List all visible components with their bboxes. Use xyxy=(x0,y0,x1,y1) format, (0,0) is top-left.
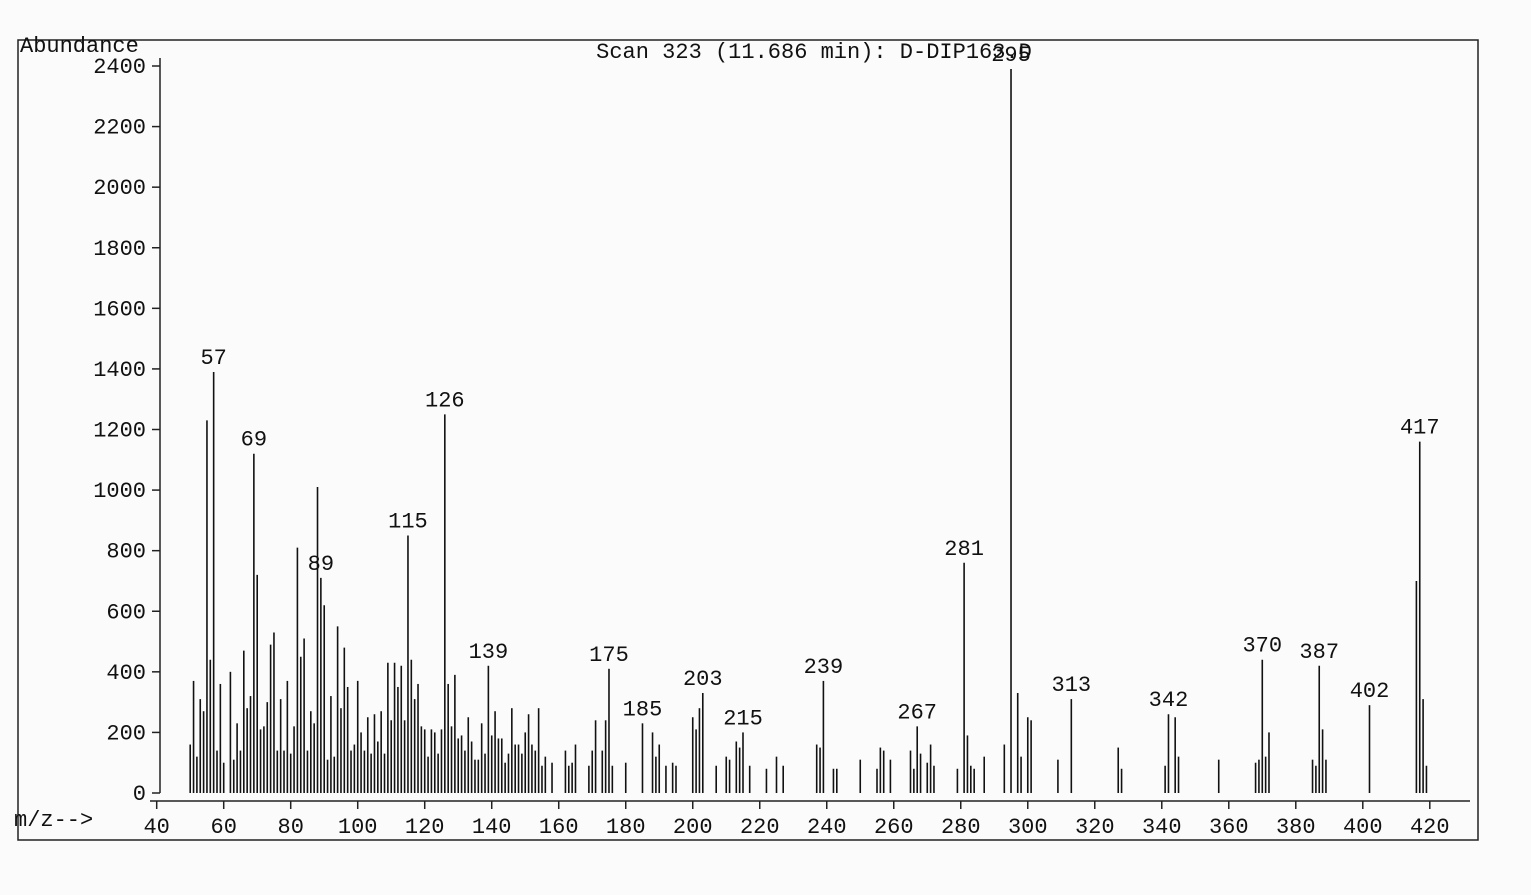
peak-label: 69 xyxy=(241,428,267,453)
x-tick-label: 140 xyxy=(472,815,512,840)
y-tick-label: 1600 xyxy=(93,297,146,322)
x-tick-label: 240 xyxy=(807,815,847,840)
y-tick-label: 2400 xyxy=(93,55,146,80)
y-tick-label: 1000 xyxy=(93,479,146,504)
x-tick-label: 260 xyxy=(874,815,914,840)
peak-label: 139 xyxy=(469,640,509,665)
y-tick-label: 800 xyxy=(106,540,146,565)
peak-label: 89 xyxy=(308,552,334,577)
x-tick-label: 200 xyxy=(673,815,713,840)
y-tick-label: 2000 xyxy=(93,176,146,201)
peak-label: 239 xyxy=(804,655,844,680)
x-tick-label: 80 xyxy=(278,815,304,840)
peak-label: 115 xyxy=(388,510,428,535)
x-tick-label: 220 xyxy=(740,815,780,840)
y-tick-label: 1800 xyxy=(93,237,146,262)
peak-label: 57 xyxy=(200,346,226,371)
x-tick-label: 40 xyxy=(143,815,169,840)
x-tick-label: 380 xyxy=(1276,815,1316,840)
y-tick-label: 1400 xyxy=(93,358,146,383)
peak-label: 295 xyxy=(991,43,1031,68)
peak-label: 126 xyxy=(425,388,465,413)
x-tick-label: 160 xyxy=(539,815,579,840)
x-tick-label: 360 xyxy=(1209,815,1249,840)
peak-label: 417 xyxy=(1400,416,1440,441)
x-tick-label: 280 xyxy=(941,815,981,840)
x-tick-label: 60 xyxy=(211,815,237,840)
y-tick-label: 400 xyxy=(106,661,146,686)
x-tick-label: 340 xyxy=(1142,815,1182,840)
x-tick-label: 300 xyxy=(1008,815,1048,840)
peak-label: 370 xyxy=(1242,634,1282,659)
peak-label: 185 xyxy=(623,697,663,722)
peak-label: 387 xyxy=(1299,640,1339,665)
y-tick-label: 2200 xyxy=(93,116,146,141)
peak-label: 402 xyxy=(1350,679,1390,704)
x-tick-label: 400 xyxy=(1343,815,1383,840)
y-axis-label: Abundance xyxy=(20,34,139,59)
peak-label: 215 xyxy=(723,706,763,731)
x-tick-label: 120 xyxy=(405,815,445,840)
y-tick-label: 200 xyxy=(106,721,146,746)
peak-label: 281 xyxy=(944,537,984,562)
x-tick-label: 420 xyxy=(1410,815,1450,840)
x-tick-label: 100 xyxy=(338,815,378,840)
peak-label: 175 xyxy=(589,643,629,668)
frame xyxy=(17,39,1479,841)
chart-title: Scan 323 (11.686 min): D-DIP163.D xyxy=(596,40,1032,65)
y-tick-label: 0 xyxy=(133,782,146,807)
peak-label: 342 xyxy=(1149,688,1189,713)
x-tick-label: 320 xyxy=(1075,815,1115,840)
peak-label: 313 xyxy=(1052,673,1092,698)
y-tick-label: 600 xyxy=(106,600,146,625)
x-axis-label: m/z--> xyxy=(14,808,93,833)
peak-label: 203 xyxy=(683,667,723,692)
y-tick-label: 1200 xyxy=(93,419,146,444)
peak-label: 267 xyxy=(897,700,937,725)
x-tick-label: 180 xyxy=(606,815,646,840)
